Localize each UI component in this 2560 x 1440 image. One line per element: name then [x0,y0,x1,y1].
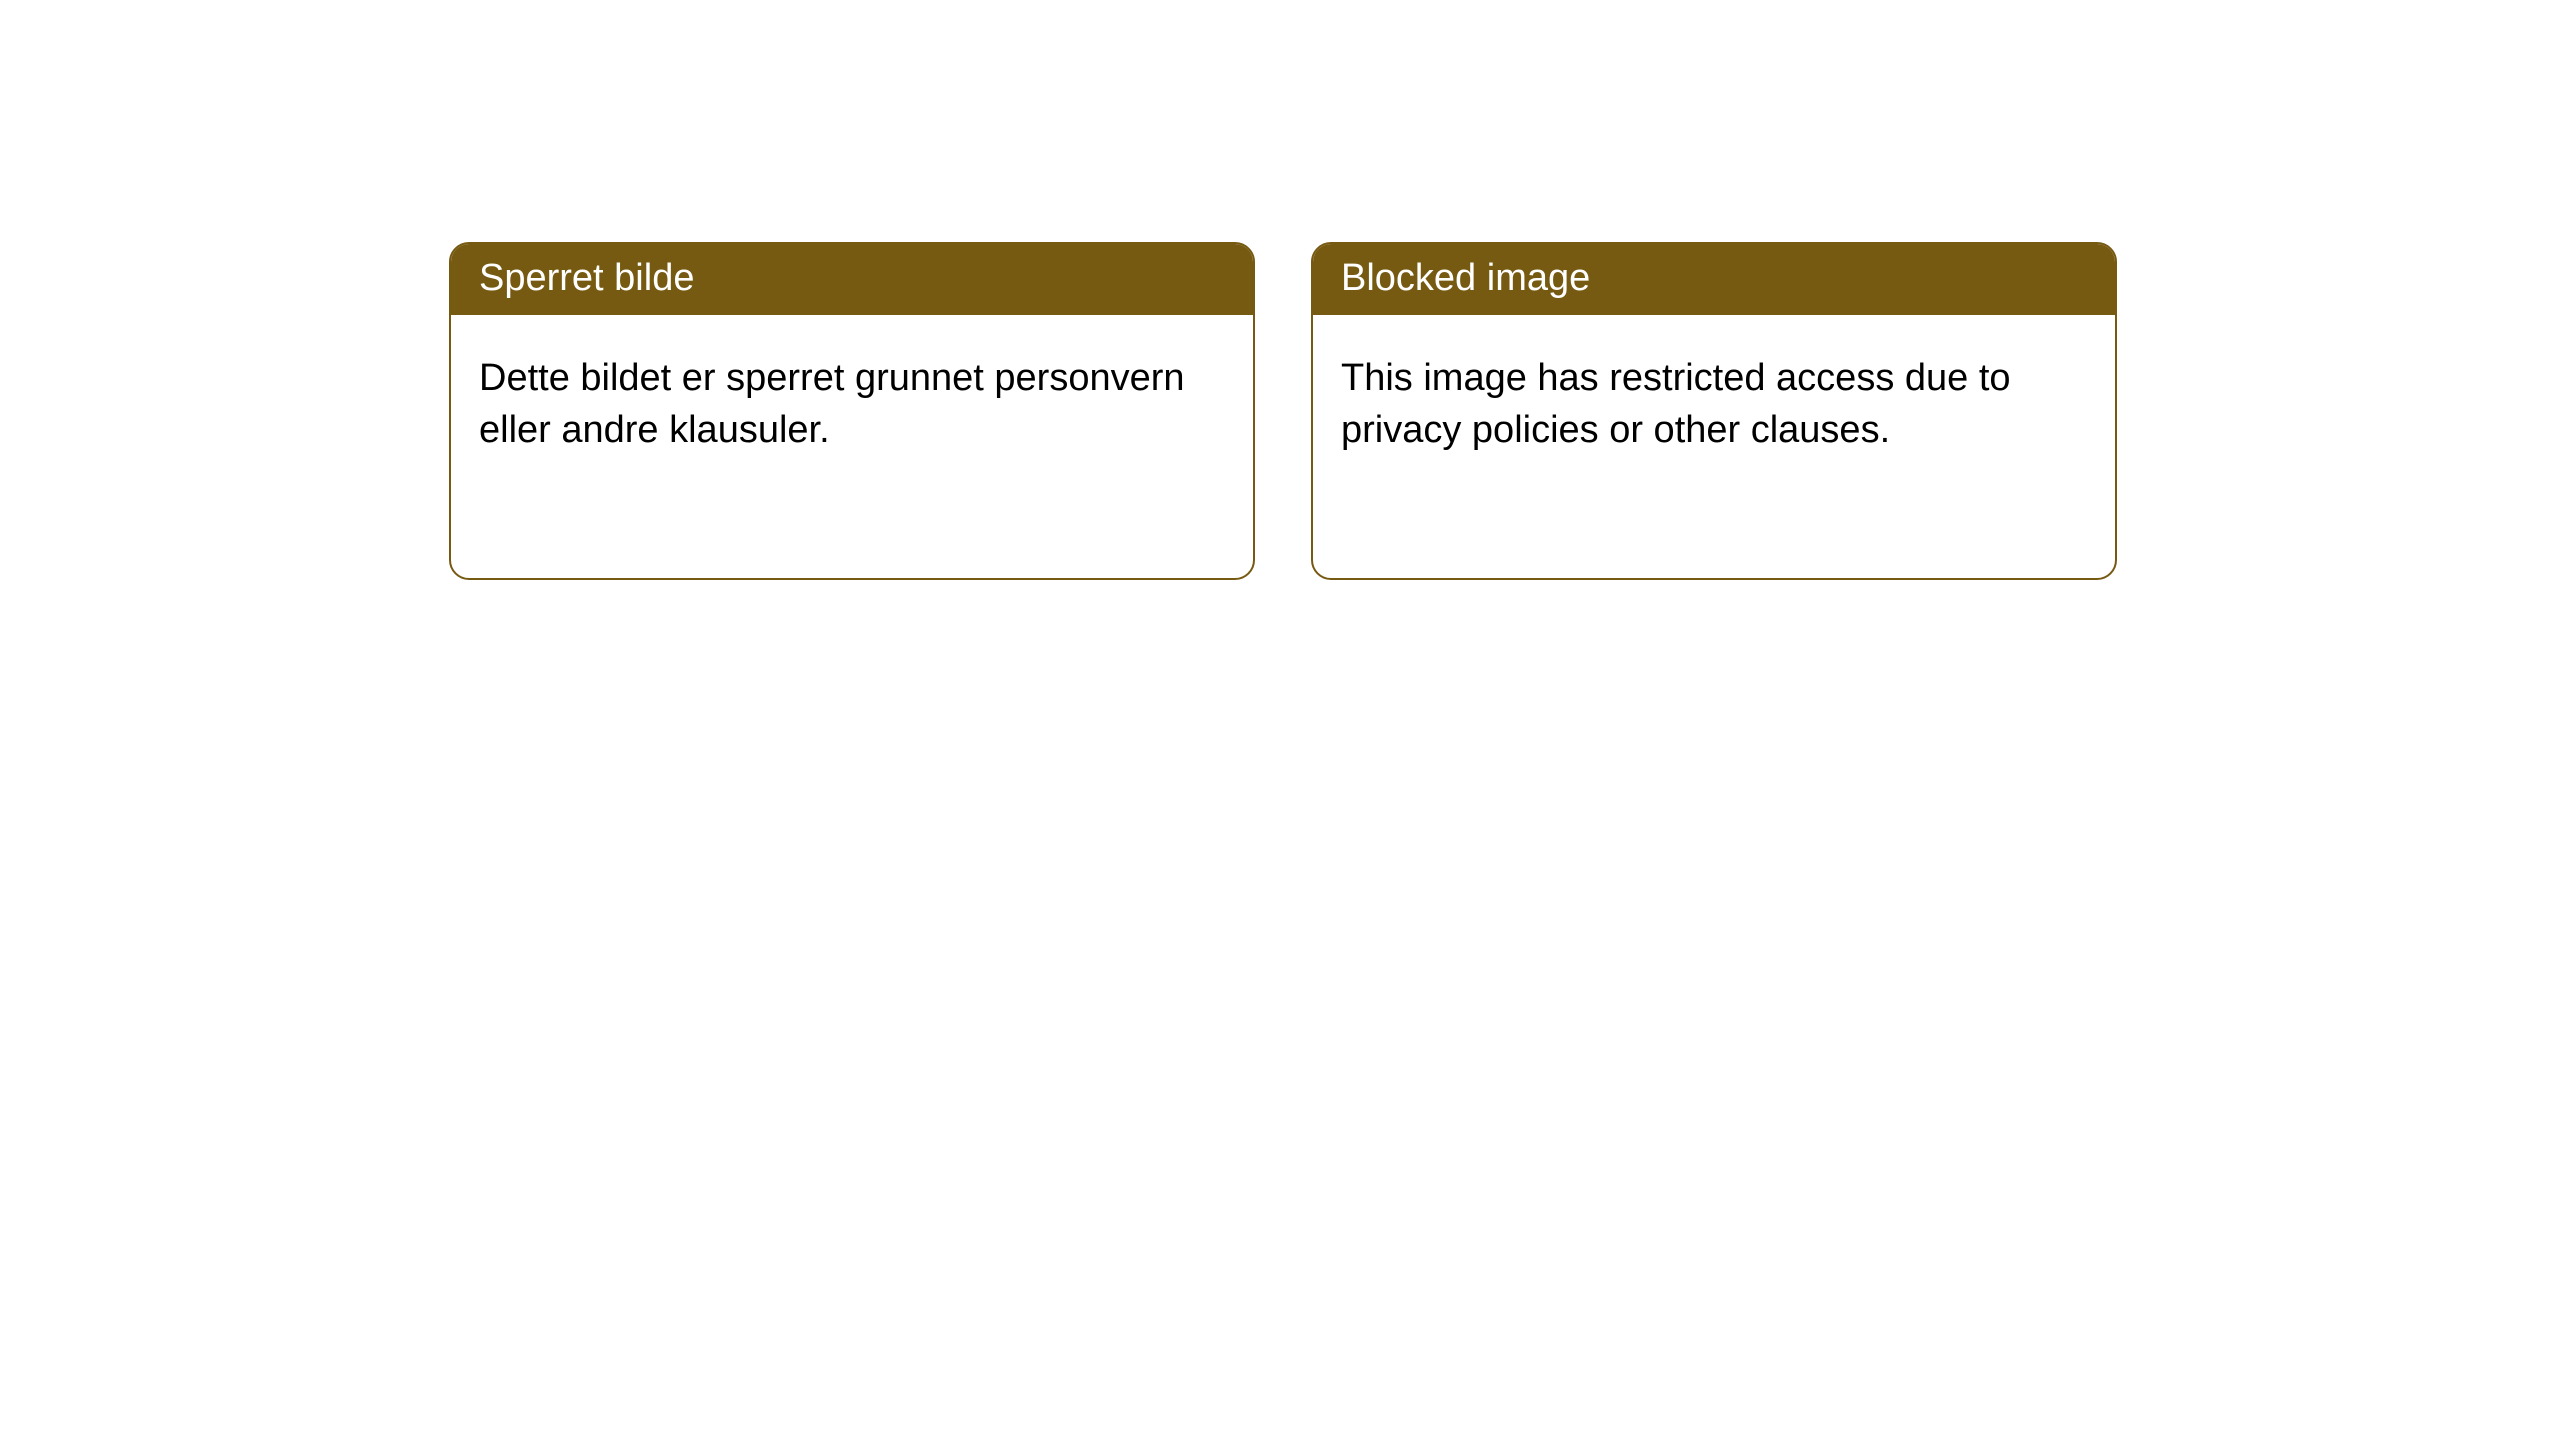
notice-row: Sperret bilde Dette bildet er sperret gr… [0,0,2560,580]
card-body-text: This image has restricted access due to … [1313,315,2115,484]
card-title: Sperret bilde [451,244,1253,315]
blocked-image-card-en: Blocked image This image has restricted … [1311,242,2117,580]
blocked-image-card-no: Sperret bilde Dette bildet er sperret gr… [449,242,1255,580]
card-title: Blocked image [1313,244,2115,315]
card-body-text: Dette bildet er sperret grunnet personve… [451,315,1253,484]
